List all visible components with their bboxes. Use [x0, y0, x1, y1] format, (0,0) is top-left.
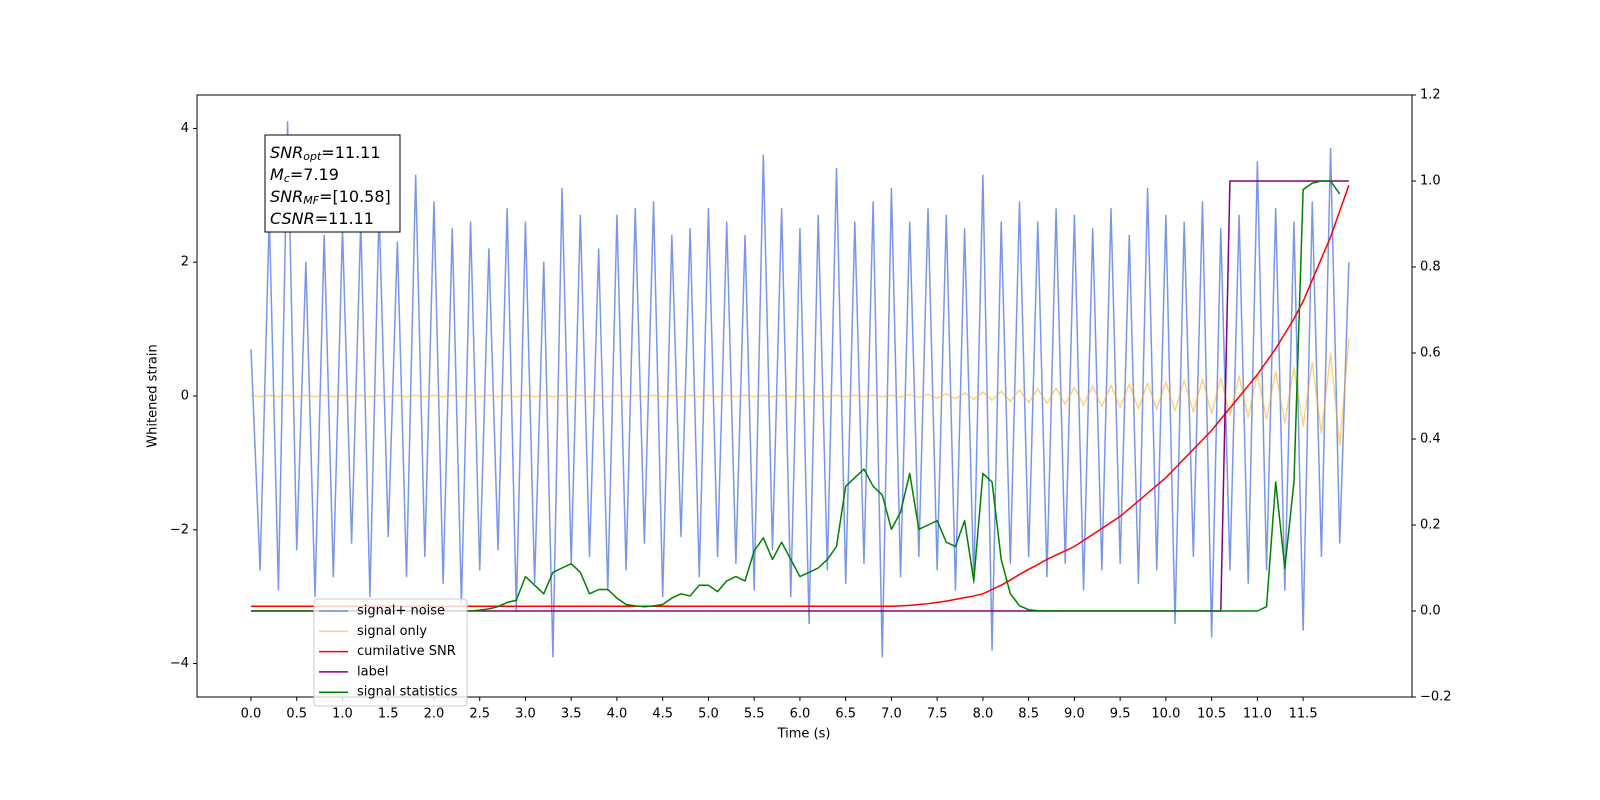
legend-label: cumilative SNR [357, 644, 456, 659]
x-tick-label: 1.0 [332, 707, 353, 722]
annotation-subscript: c [284, 172, 290, 185]
axes: 0.0 0.5 1.0 1.5 2.0 2.5 3.0 3.5 4.0 4.5 5.0 5.5 6.0 6… [170, 88, 1452, 722]
y2-tick-label: 0.4 [1420, 432, 1441, 447]
annotation-line: CSNR=11.11 [270, 209, 374, 228]
series-line [250, 339, 1350, 447]
x-tick-label: 11.5 [1289, 707, 1318, 722]
x-tick-label: 4.0 [607, 707, 628, 722]
x-tick-label: 8.0 [973, 707, 994, 722]
y2-tick-label: 0.0 [1420, 604, 1441, 619]
x-tick-label: 5.5 [744, 707, 765, 722]
legend-label: signal+ noise [357, 604, 445, 619]
x-tick-label: 5.0 [698, 707, 719, 722]
x-tick-label: 7.0 [881, 707, 902, 722]
x-tick-label: 1.5 [378, 707, 399, 722]
x-axis-label: Time (s) [777, 727, 831, 742]
legend-frame [313, 598, 468, 707]
x-tick-label: 6.5 [835, 707, 856, 722]
x-tick-label: 2.5 [469, 707, 490, 722]
y-tick-label: −2 [170, 522, 189, 537]
y2-tick-label: 0.6 [1420, 346, 1441, 361]
annotation-value: =11.11 [315, 209, 374, 228]
x-tick-label: 11.0 [1243, 707, 1272, 722]
annotation-box: SNRopt=11.11Mc=7.19SNRMF=[10.58]CSNR=11.… [264, 134, 401, 233]
x-tick-label: 2.0 [424, 707, 445, 722]
annotation-symbol: M [270, 165, 284, 184]
x-tick-label: 3.5 [561, 707, 582, 722]
annotation-subscript: MF [303, 194, 319, 207]
x-tick-label: 8.5 [1018, 707, 1039, 722]
x-tick-label: 9.5 [1110, 707, 1131, 722]
y2-tick-label: 1.0 [1420, 174, 1441, 189]
legend-label: signal only [357, 624, 427, 639]
legend-label: label [357, 664, 388, 679]
annotation-value: =11.11 [321, 143, 380, 162]
annotation-symbol: CSNR [270, 209, 315, 228]
series-line [250, 121, 1350, 658]
y2-tick-label: 0.8 [1420, 260, 1441, 275]
annotation-frame [264, 134, 401, 233]
x-tick-label: 10.5 [1197, 707, 1226, 722]
annotation-value: =[10.58] [319, 187, 391, 206]
x-tick-label: 3.0 [515, 707, 536, 722]
y2-tick-label: 1.2 [1420, 88, 1441, 103]
legend-label: signal statistics [357, 685, 458, 700]
annotation-line: Mc=7.19 [270, 165, 339, 186]
legend: signal+ noise signal only cumilative SNR la… [313, 598, 468, 707]
x-tick-label: 9.0 [1064, 707, 1085, 722]
y2-tick-label: 0.2 [1420, 518, 1441, 533]
x-tick-label: 0.0 [241, 707, 262, 722]
x-tick-label: 4.5 [652, 707, 673, 722]
y-tick-label: −4 [170, 656, 189, 671]
x-tick-label: 10.0 [1151, 707, 1180, 722]
annotation-line: SNRopt=11.11 [270, 143, 381, 164]
annotation-symbol: SNR [270, 187, 303, 206]
y-tick-label: 0 [181, 389, 189, 404]
x-tick-label: 6.0 [790, 707, 811, 722]
y-tick-label: 2 [181, 255, 189, 270]
annotation-value: =7.19 [290, 165, 339, 184]
y2-tick-label: −0.2 [1420, 690, 1452, 705]
annotation-line: SNRMF=[10.58] [270, 187, 391, 208]
x-tick-label: 7.5 [927, 707, 948, 722]
annotation-symbol: SNR [270, 143, 303, 162]
y-tick-label: 4 [181, 121, 189, 136]
x-tick-label: 0.5 [286, 707, 307, 722]
y-axis-label: Whitened strain [146, 344, 161, 447]
annotation-subscript: opt [303, 150, 322, 163]
